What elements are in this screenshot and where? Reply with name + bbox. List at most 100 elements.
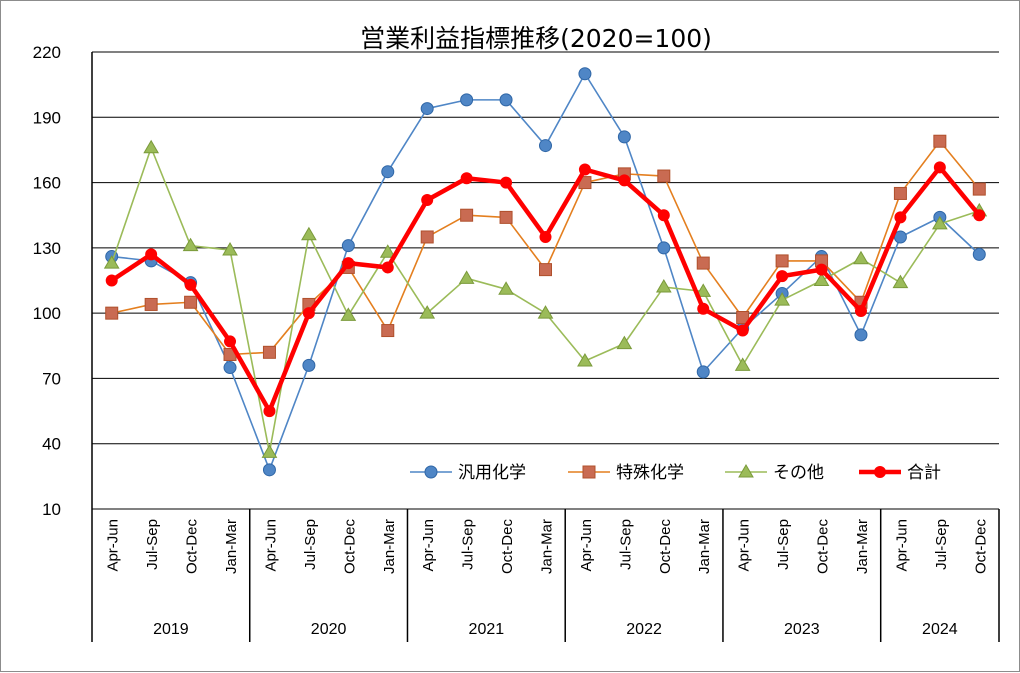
data-point — [815, 263, 828, 276]
x-tick-label: Jul-Sep — [775, 519, 792, 570]
x-tick-label: Oct-Dec — [815, 519, 832, 575]
x-tick-label: Apr-Jun — [578, 519, 595, 572]
data-point — [537, 305, 554, 319]
data-point — [379, 244, 396, 258]
data-point — [103, 255, 120, 269]
data-point — [972, 182, 986, 196]
data-point — [577, 353, 593, 367]
data-point — [381, 165, 395, 179]
y-tick-label: 70 — [42, 369, 61, 388]
x-tick-label: Oct-Dec — [972, 519, 989, 575]
y-tick-label: 10 — [42, 500, 61, 519]
y-tick-label: 40 — [42, 435, 61, 454]
data-point — [539, 230, 552, 243]
year-label: 2019 — [153, 621, 189, 638]
legend-swatch-marker — [424, 465, 438, 479]
data-point — [776, 270, 789, 283]
y-tick-label: 100 — [33, 304, 61, 323]
year-label: 2020 — [311, 621, 347, 638]
legend-label: その他 — [773, 463, 824, 483]
series-3 — [105, 161, 986, 418]
y-tick-label: 160 — [33, 174, 61, 193]
data-point — [105, 274, 118, 287]
data-point — [854, 328, 868, 342]
data-point — [854, 304, 867, 317]
data-point — [616, 335, 633, 350]
x-tick-label: Apr-Jun — [736, 519, 753, 572]
data-point — [182, 237, 199, 252]
x-tick-label: Apr-Jun — [105, 519, 122, 572]
data-point — [143, 139, 160, 154]
data-point — [381, 261, 394, 274]
y-tick-label: 220 — [33, 43, 61, 62]
legend-item: その他 — [725, 463, 824, 483]
legend-label: 汎用化学 — [458, 463, 526, 483]
data-point — [419, 305, 436, 319]
series-2 — [103, 139, 988, 458]
data-point — [460, 208, 474, 222]
data-point — [223, 361, 237, 375]
data-point — [262, 345, 276, 359]
data-point — [498, 281, 514, 295]
x-tick-label: Oct-Dec — [499, 519, 516, 575]
data-point — [657, 169, 671, 183]
x-tick-label: Apr-Jun — [420, 519, 437, 572]
data-point — [499, 93, 513, 107]
data-point — [893, 186, 907, 200]
data-point — [734, 357, 751, 371]
data-point — [657, 241, 671, 255]
x-tick-label: Jul-Sep — [617, 519, 634, 570]
x-tick-label: Oct-Dec — [184, 519, 201, 575]
data-point — [420, 102, 434, 116]
y-tick-label: 190 — [33, 108, 61, 127]
data-point — [184, 295, 198, 309]
grid-lines — [92, 51, 999, 510]
legend: 汎用化学 特殊化学 その他 合計 — [410, 463, 941, 483]
data-point — [145, 248, 158, 261]
axes: 10 40 70 100 130 160 190 220 Apr-Jun Jul-Sep Oct-D… — [33, 43, 1000, 642]
x-tick-label: Jul-Sep — [302, 519, 319, 570]
x-tick-label: Oct-Dec — [657, 519, 674, 575]
data-point — [617, 130, 631, 144]
data-point — [460, 93, 474, 107]
year-label: 2023 — [784, 621, 820, 638]
x-tick-label: Apr-Jun — [893, 519, 910, 572]
data-point — [460, 172, 473, 185]
data-point — [972, 247, 986, 261]
legend-item: 合計 — [859, 463, 941, 483]
series-layer — [103, 67, 988, 477]
legend-item: 特殊化学 — [568, 463, 684, 483]
chart-title: 営業利益指標推移(2020=100) — [360, 24, 712, 53]
legend-label: 特殊化学 — [616, 463, 684, 483]
data-point — [302, 358, 316, 372]
data-point — [262, 463, 276, 477]
data-point — [894, 211, 907, 224]
legend-swatch-marker — [582, 465, 596, 479]
data-point — [933, 161, 946, 174]
data-point — [618, 174, 631, 187]
data-point — [340, 307, 357, 321]
series-1 — [105, 134, 986, 361]
x-tick-label: Jul-Sep — [460, 519, 477, 570]
data-point — [813, 272, 830, 286]
data-point — [774, 292, 790, 306]
data-point — [342, 257, 355, 270]
data-point — [184, 278, 197, 291]
x-tick-label: Apr-Jun — [262, 519, 279, 572]
x-tick-label: Jul-Sep — [933, 519, 950, 570]
data-point — [539, 139, 552, 153]
legend-item: 汎用化学 — [410, 463, 526, 483]
data-point — [539, 263, 552, 277]
x-tick-label: Jan-Mar — [539, 519, 556, 574]
x-tick-label: Jul-Sep — [144, 519, 161, 570]
data-point — [931, 215, 948, 230]
data-point — [499, 210, 513, 224]
data-point — [892, 274, 909, 289]
x-tick-label: Oct-Dec — [341, 519, 358, 575]
data-point — [341, 239, 355, 253]
legend-swatch-marker — [874, 466, 886, 478]
x-tick-label: Jan-Mar — [223, 519, 240, 574]
data-point — [696, 365, 710, 379]
data-point — [421, 193, 434, 206]
